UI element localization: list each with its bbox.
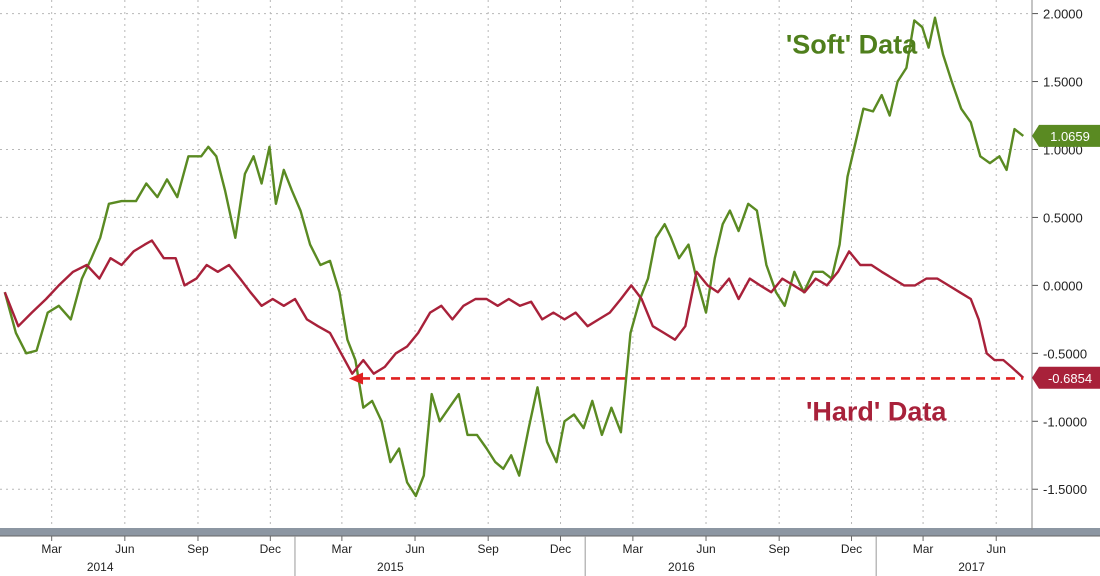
last-value-tag: 1.0659 [1050, 129, 1090, 144]
last-value-tag-bg [1032, 366, 1100, 389]
y-tick-label: 0.0000 [1043, 278, 1083, 293]
x-axis: Mar Jun Sep Dec Mar Jun Sep Dec Mar Jun Sep Dec Mar J… [0, 528, 1100, 576]
y-tick-label: -1.0000 [1043, 414, 1087, 429]
x-tick-label: Jun [405, 542, 424, 556]
series-line [3, 16, 1025, 498]
x-tick-label: Mar [623, 542, 644, 556]
x-tick-label: Jun [115, 542, 134, 556]
y-tick-label: 2.0000 [1043, 7, 1083, 22]
x-tick-label: Dec [550, 542, 571, 556]
y-tick-label: 0.5000 [1043, 210, 1083, 225]
x-tick-label: Jun [987, 542, 1006, 556]
grid-lines [0, 0, 1032, 530]
reference-arrow [349, 372, 1024, 385]
x-year-label: 2015 [377, 560, 404, 574]
arrow-head [349, 372, 364, 385]
series-line [3, 239, 1025, 379]
x-tick-label: Sep [768, 542, 790, 556]
x-tick-label: Jun [696, 542, 715, 556]
x-tick-label: Sep [477, 542, 499, 556]
x-year-label: 2016 [668, 560, 695, 574]
x-tick-label: Sep [187, 542, 209, 556]
x-tick-label: Mar [41, 542, 62, 556]
annotations: 'Soft' Data 'Hard' Data [786, 29, 947, 426]
y-tick-label: -1.5000 [1043, 482, 1087, 497]
last-value-tags: 1.0659 -0.6854 [1032, 124, 1100, 389]
x-tick-label: Mar [913, 542, 934, 556]
y-tick-label: -0.5000 [1043, 346, 1087, 361]
y-tick-label: 1.5000 [1043, 75, 1083, 90]
x-year-label: 2017 [958, 560, 985, 574]
annotation-label: 'Soft' Data [786, 29, 918, 59]
series-lines [3, 16, 1025, 498]
last-value-tag: -0.6854 [1048, 371, 1092, 386]
x-tick-label: Dec [260, 542, 281, 556]
last-value-tag-bg [1032, 124, 1100, 147]
annotation-label: 'Hard' Data [806, 396, 947, 426]
y-axis: 2.00001.50001.00000.50000.0000-0.5000-1.… [1031, 0, 1087, 530]
x-year-label: 2014 [87, 560, 114, 574]
x-tick-label: Mar [332, 542, 353, 556]
x-tick-label: Dec [841, 542, 862, 556]
x-axis-band [0, 528, 1100, 536]
